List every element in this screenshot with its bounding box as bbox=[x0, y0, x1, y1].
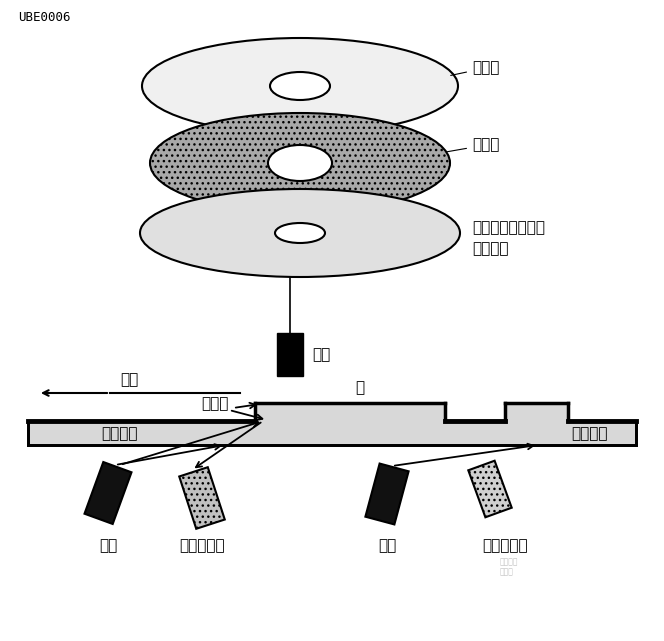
Text: 纹间表面: 纹间表面 bbox=[102, 426, 138, 441]
Ellipse shape bbox=[140, 189, 460, 277]
Polygon shape bbox=[179, 467, 224, 529]
Text: 保护层: 保护层 bbox=[451, 60, 499, 76]
Polygon shape bbox=[28, 403, 636, 445]
Text: 纹间表面: 纹间表面 bbox=[572, 426, 608, 441]
Text: 激光: 激光 bbox=[378, 538, 396, 553]
Text: 激光: 激光 bbox=[99, 538, 117, 553]
Text: 光电二极管: 光电二极管 bbox=[179, 538, 225, 553]
Text: UBE0006: UBE0006 bbox=[18, 11, 70, 24]
Bar bbox=[277, 333, 303, 376]
Text: 光亮的聚碳酸酯或
其他塑料: 光亮的聚碳酸酯或 其他塑料 bbox=[472, 220, 545, 256]
Ellipse shape bbox=[150, 113, 450, 213]
Text: 光电二极管: 光电二极管 bbox=[482, 538, 528, 553]
Ellipse shape bbox=[275, 223, 325, 243]
Text: 运动: 运动 bbox=[120, 372, 138, 387]
Ellipse shape bbox=[142, 38, 458, 134]
Ellipse shape bbox=[268, 145, 332, 181]
Text: 公众号：
工理论: 公众号： 工理论 bbox=[500, 557, 519, 576]
Ellipse shape bbox=[270, 72, 330, 100]
Polygon shape bbox=[468, 461, 512, 517]
Polygon shape bbox=[365, 463, 408, 524]
Polygon shape bbox=[84, 462, 131, 524]
Text: 数据层: 数据层 bbox=[201, 397, 228, 412]
Text: 坑: 坑 bbox=[355, 380, 365, 395]
Text: 数据层: 数据层 bbox=[443, 138, 499, 153]
Text: 激光: 激光 bbox=[312, 347, 330, 362]
